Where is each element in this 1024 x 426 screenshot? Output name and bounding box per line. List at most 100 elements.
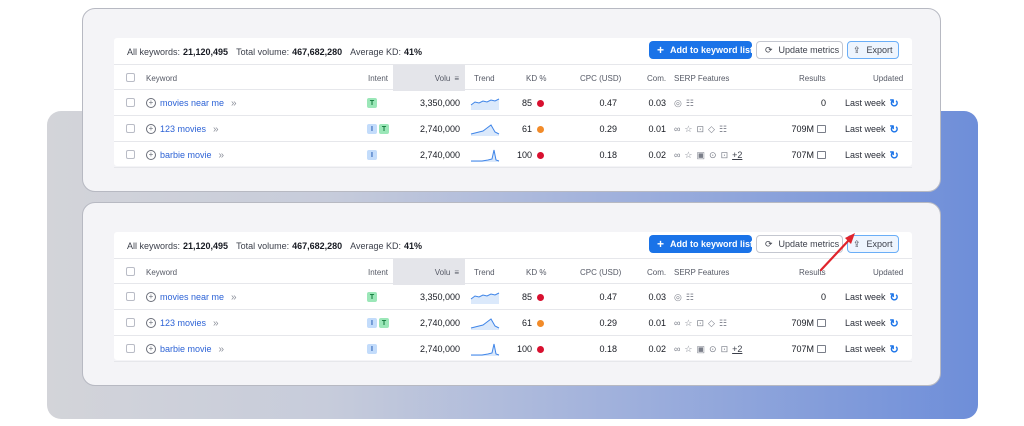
keyword-link[interactable]: 123 movies: [160, 318, 207, 328]
add-keyword-icon[interactable]: +: [146, 124, 156, 134]
add-keyword-icon[interactable]: +: [146, 150, 156, 160]
col-kd[interactable]: KD %: [526, 73, 547, 83]
row-checkbox[interactable]: [126, 98, 135, 107]
list-icon[interactable]: ☷: [685, 97, 694, 108]
comment-icon[interactable]: ⊡: [720, 343, 729, 354]
kd-value: 61: [521, 124, 532, 134]
add-to-keyword-list-button[interactable]: + Add to keyword list: [649, 41, 754, 59]
col-trend[interactable]: Trend: [474, 267, 495, 277]
comment-icon[interactable]: ⊡: [696, 123, 705, 134]
chevron-right-icon[interactable]: »: [213, 123, 219, 135]
col-com[interactable]: Com.: [647, 267, 667, 277]
average-kd: 41%: [404, 241, 423, 251]
col-kd[interactable]: KD %: [526, 267, 547, 277]
star-icon[interactable]: ☆: [684, 149, 693, 160]
export-button[interactable]: ⇪ Export: [847, 235, 899, 253]
keyword-link[interactable]: barbie movie: [160, 150, 212, 160]
col-trend[interactable]: Trend: [474, 73, 495, 83]
volume-cell: 3,350,000: [419, 98, 460, 108]
row-checkbox[interactable]: [126, 344, 135, 353]
add-keyword-icon[interactable]: +: [146, 318, 156, 328]
star-icon[interactable]: ☆: [684, 317, 693, 328]
col-results[interactable]: Results: [799, 267, 826, 277]
comment-icon[interactable]: ⊡: [696, 317, 705, 328]
list-icon[interactable]: ☷: [718, 317, 728, 328]
add-keyword-icon[interactable]: +: [146, 292, 156, 302]
col-cpc[interactable]: CPC (USD): [580, 267, 622, 277]
update-metrics-button[interactable]: ⟳ Update metrics: [756, 41, 843, 59]
serp-snapshot-icon[interactable]: [817, 319, 826, 327]
keyword-link[interactable]: 123 movies: [160, 124, 207, 134]
add-to-keyword-list-button[interactable]: + Add to keyword list: [649, 235, 753, 253]
update-metrics-button[interactable]: ⟳ Update metrics: [756, 235, 843, 253]
col-serp[interactable]: SERP Features: [674, 73, 730, 83]
graduation-cap-icon[interactable]: ◇: [708, 317, 715, 328]
more-serp-features-link[interactable]: +2: [732, 150, 743, 160]
graduation-cap-icon[interactable]: ◇: [708, 123, 715, 134]
results-value: 0: [820, 98, 826, 108]
link-icon[interactable]: ∞: [674, 150, 681, 160]
refresh-row-icon[interactable]: ↻: [889, 97, 899, 110]
col-updated[interactable]: Updated: [873, 73, 904, 83]
map-pin-icon[interactable]: ◎: [674, 291, 682, 302]
chevron-right-icon[interactable]: »: [231, 291, 237, 303]
col-com[interactable]: Com.: [647, 73, 667, 83]
chevron-right-icon[interactable]: »: [213, 317, 219, 329]
refresh-row-icon[interactable]: ↻: [889, 291, 899, 304]
play-icon[interactable]: ⊙: [709, 343, 717, 354]
comment-icon[interactable]: ⊡: [720, 149, 729, 160]
row-checkbox[interactable]: [126, 124, 135, 133]
updated-cell: Last week ↻: [845, 284, 899, 310]
select-all-checkbox[interactable]: [126, 267, 135, 276]
serp-snapshot-icon[interactable]: [817, 151, 826, 159]
star-icon[interactable]: ☆: [684, 343, 693, 354]
col-intent[interactable]: Intent: [368, 73, 389, 83]
col-serp[interactable]: SERP Features: [674, 267, 730, 277]
link-icon[interactable]: ∞: [674, 318, 681, 328]
add-keyword-icon[interactable]: +: [146, 344, 156, 354]
row-checkbox[interactable]: [126, 292, 135, 301]
row-checkbox[interactable]: [126, 150, 135, 159]
link-icon[interactable]: ∞: [674, 124, 681, 134]
col-results[interactable]: Results: [799, 73, 826, 83]
refresh-row-icon[interactable]: ↻: [889, 317, 899, 330]
refresh-row-icon[interactable]: ↻: [889, 149, 899, 162]
list-icon[interactable]: ☷: [685, 291, 694, 302]
chevron-right-icon[interactable]: »: [218, 149, 225, 161]
col-volume[interactable]: Volu ≡: [393, 65, 465, 91]
volume-label: Total volume:: [236, 241, 290, 251]
select-all-checkbox[interactable]: [126, 73, 135, 82]
refresh-row-icon[interactable]: ↻: [889, 343, 899, 356]
refresh-row-icon[interactable]: ↻: [889, 123, 899, 136]
intent-cell: I: [367, 142, 377, 168]
keyword-link[interactable]: movies near me: [160, 98, 225, 108]
serp-snapshot-icon[interactable]: [817, 345, 826, 353]
col-cpc[interactable]: CPC (USD): [580, 73, 622, 83]
serp-snapshot-icon[interactable]: [817, 125, 826, 133]
more-serp-features-link[interactable]: +2: [732, 344, 743, 354]
image-icon[interactable]: ▣: [696, 343, 706, 354]
image-icon[interactable]: ▣: [696, 149, 706, 160]
updated-cell: Last week ↻: [845, 90, 899, 116]
refresh-icon: ⟳: [765, 44, 773, 55]
link-icon[interactable]: ∞: [674, 344, 681, 354]
add-button-label: Add to keyword list: [670, 45, 754, 55]
list-icon[interactable]: ☷: [718, 123, 728, 134]
col-intent[interactable]: Intent: [368, 267, 389, 277]
col-updated[interactable]: Updated: [873, 267, 904, 277]
map-pin-icon[interactable]: ◎: [674, 97, 682, 108]
export-button[interactable]: ⇪ Export: [847, 41, 899, 59]
keyword-table-panel: All keywords: 21,120,495 Total volume: 467…: [114, 38, 912, 168]
star-icon[interactable]: ☆: [684, 123, 693, 134]
col-keyword[interactable]: Keyword: [146, 73, 178, 83]
chevron-right-icon[interactable]: »: [231, 97, 237, 109]
col-keyword[interactable]: Keyword: [146, 267, 178, 277]
add-keyword-icon[interactable]: +: [146, 98, 156, 108]
col-volume[interactable]: Volu ≡: [393, 259, 465, 285]
keyword-link[interactable]: barbie movie: [160, 344, 212, 354]
row-checkbox[interactable]: [126, 318, 135, 327]
chevron-right-icon[interactable]: »: [218, 343, 225, 355]
keyword-link[interactable]: movies near me: [160, 292, 225, 302]
play-icon[interactable]: ⊙: [709, 149, 717, 160]
results-cell: 707M: [774, 142, 826, 168]
